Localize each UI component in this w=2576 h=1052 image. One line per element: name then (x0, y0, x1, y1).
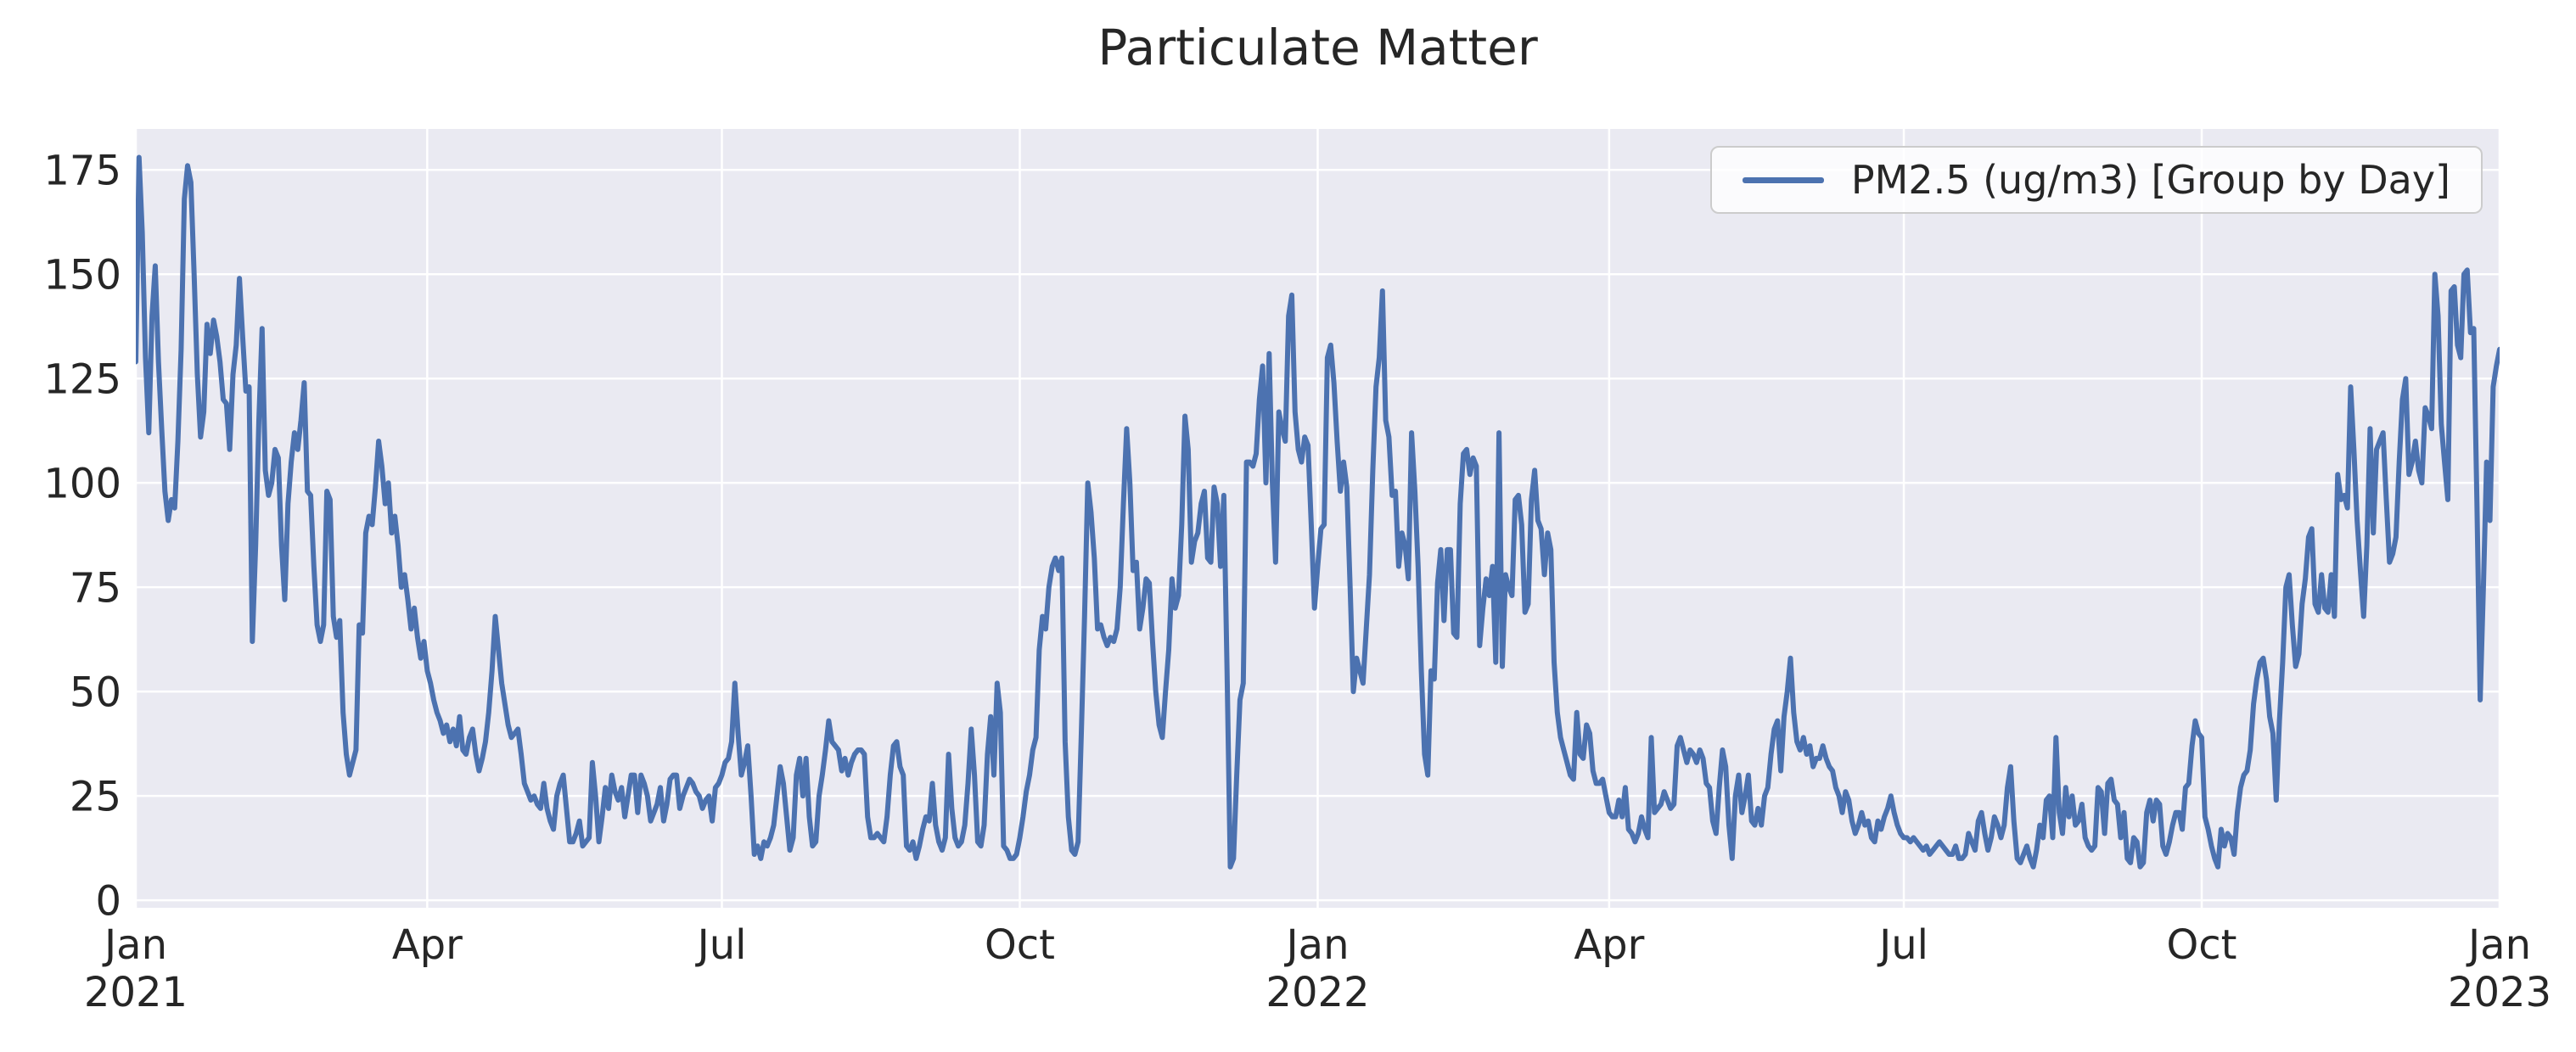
x-axis-tick-label: Jan (1284, 921, 1350, 969)
pm25-series-line (136, 154, 2500, 870)
x-axis-tick-label: Jul (695, 921, 747, 969)
y-axis-tick-label: 0 (95, 877, 121, 925)
y-axis-tick-label: 125 (43, 355, 121, 403)
y-axis-tick-label: 175 (43, 147, 121, 194)
x-axis-tick-label: Jul (1877, 921, 1928, 969)
y-axis-tick-label: 100 (43, 460, 121, 507)
legend-line-sample-icon (1742, 176, 1824, 183)
x-axis-tick-label: Apr (392, 921, 463, 969)
x-axis-tick-label: Oct (2167, 921, 2237, 969)
x-axis-tick-label: Apr (1574, 921, 1644, 969)
legend: PM2.5 (ug/m3) [Group by Day] (1709, 146, 2483, 214)
y-axis-tick-label: 50 (70, 669, 121, 716)
x-axis-tick-label: Jan (2466, 921, 2531, 969)
x-axis-tick-label: Jan (102, 921, 167, 969)
y-axis-tick-label: 25 (70, 773, 121, 820)
chart-title: Particulate Matter (1097, 19, 1538, 76)
x-axis-tick-label: Oct (985, 921, 1055, 969)
y-axis-tick-label: 150 (43, 251, 121, 299)
x-axis-tick-sublabel: 2023 (2448, 969, 2551, 1016)
x-axis-tick-sublabel: 2022 (1266, 969, 1369, 1016)
y-axis-tick-label: 75 (70, 564, 121, 612)
legend-label: PM2.5 (ug/m3) [Group by Day] (1850, 157, 2450, 203)
x-axis-tick-sublabel: 2021 (84, 969, 188, 1016)
